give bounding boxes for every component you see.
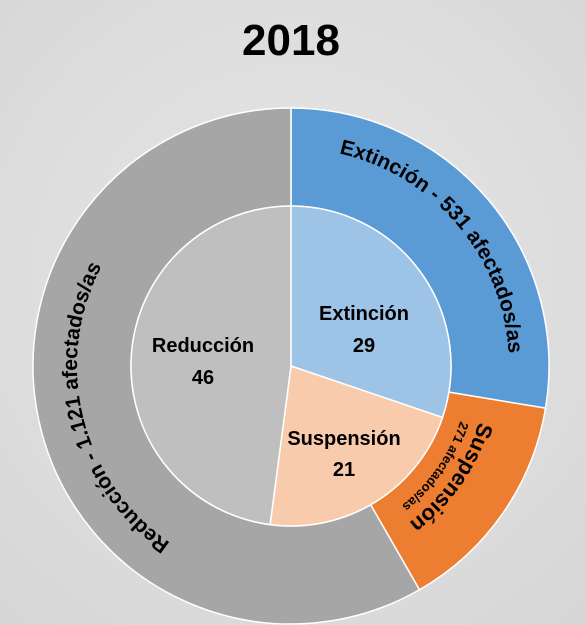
inner-slice-extincion xyxy=(290,205,452,419)
chart-title: 2018 xyxy=(242,16,340,65)
inner-value-suspension: 21 xyxy=(333,459,355,481)
inner-label-extincion: Extinción xyxy=(319,303,409,325)
inner-value-reduccion: 46 xyxy=(192,367,214,389)
inner-value-extincion: 29 xyxy=(353,335,375,357)
inner-label-reduccion: Reducción xyxy=(152,335,254,357)
inner-ring xyxy=(130,205,452,527)
inner-label-suspension: Suspensión xyxy=(287,428,400,450)
inner-slice-suspension xyxy=(269,364,444,527)
inner-slice-reduccion xyxy=(130,205,292,526)
